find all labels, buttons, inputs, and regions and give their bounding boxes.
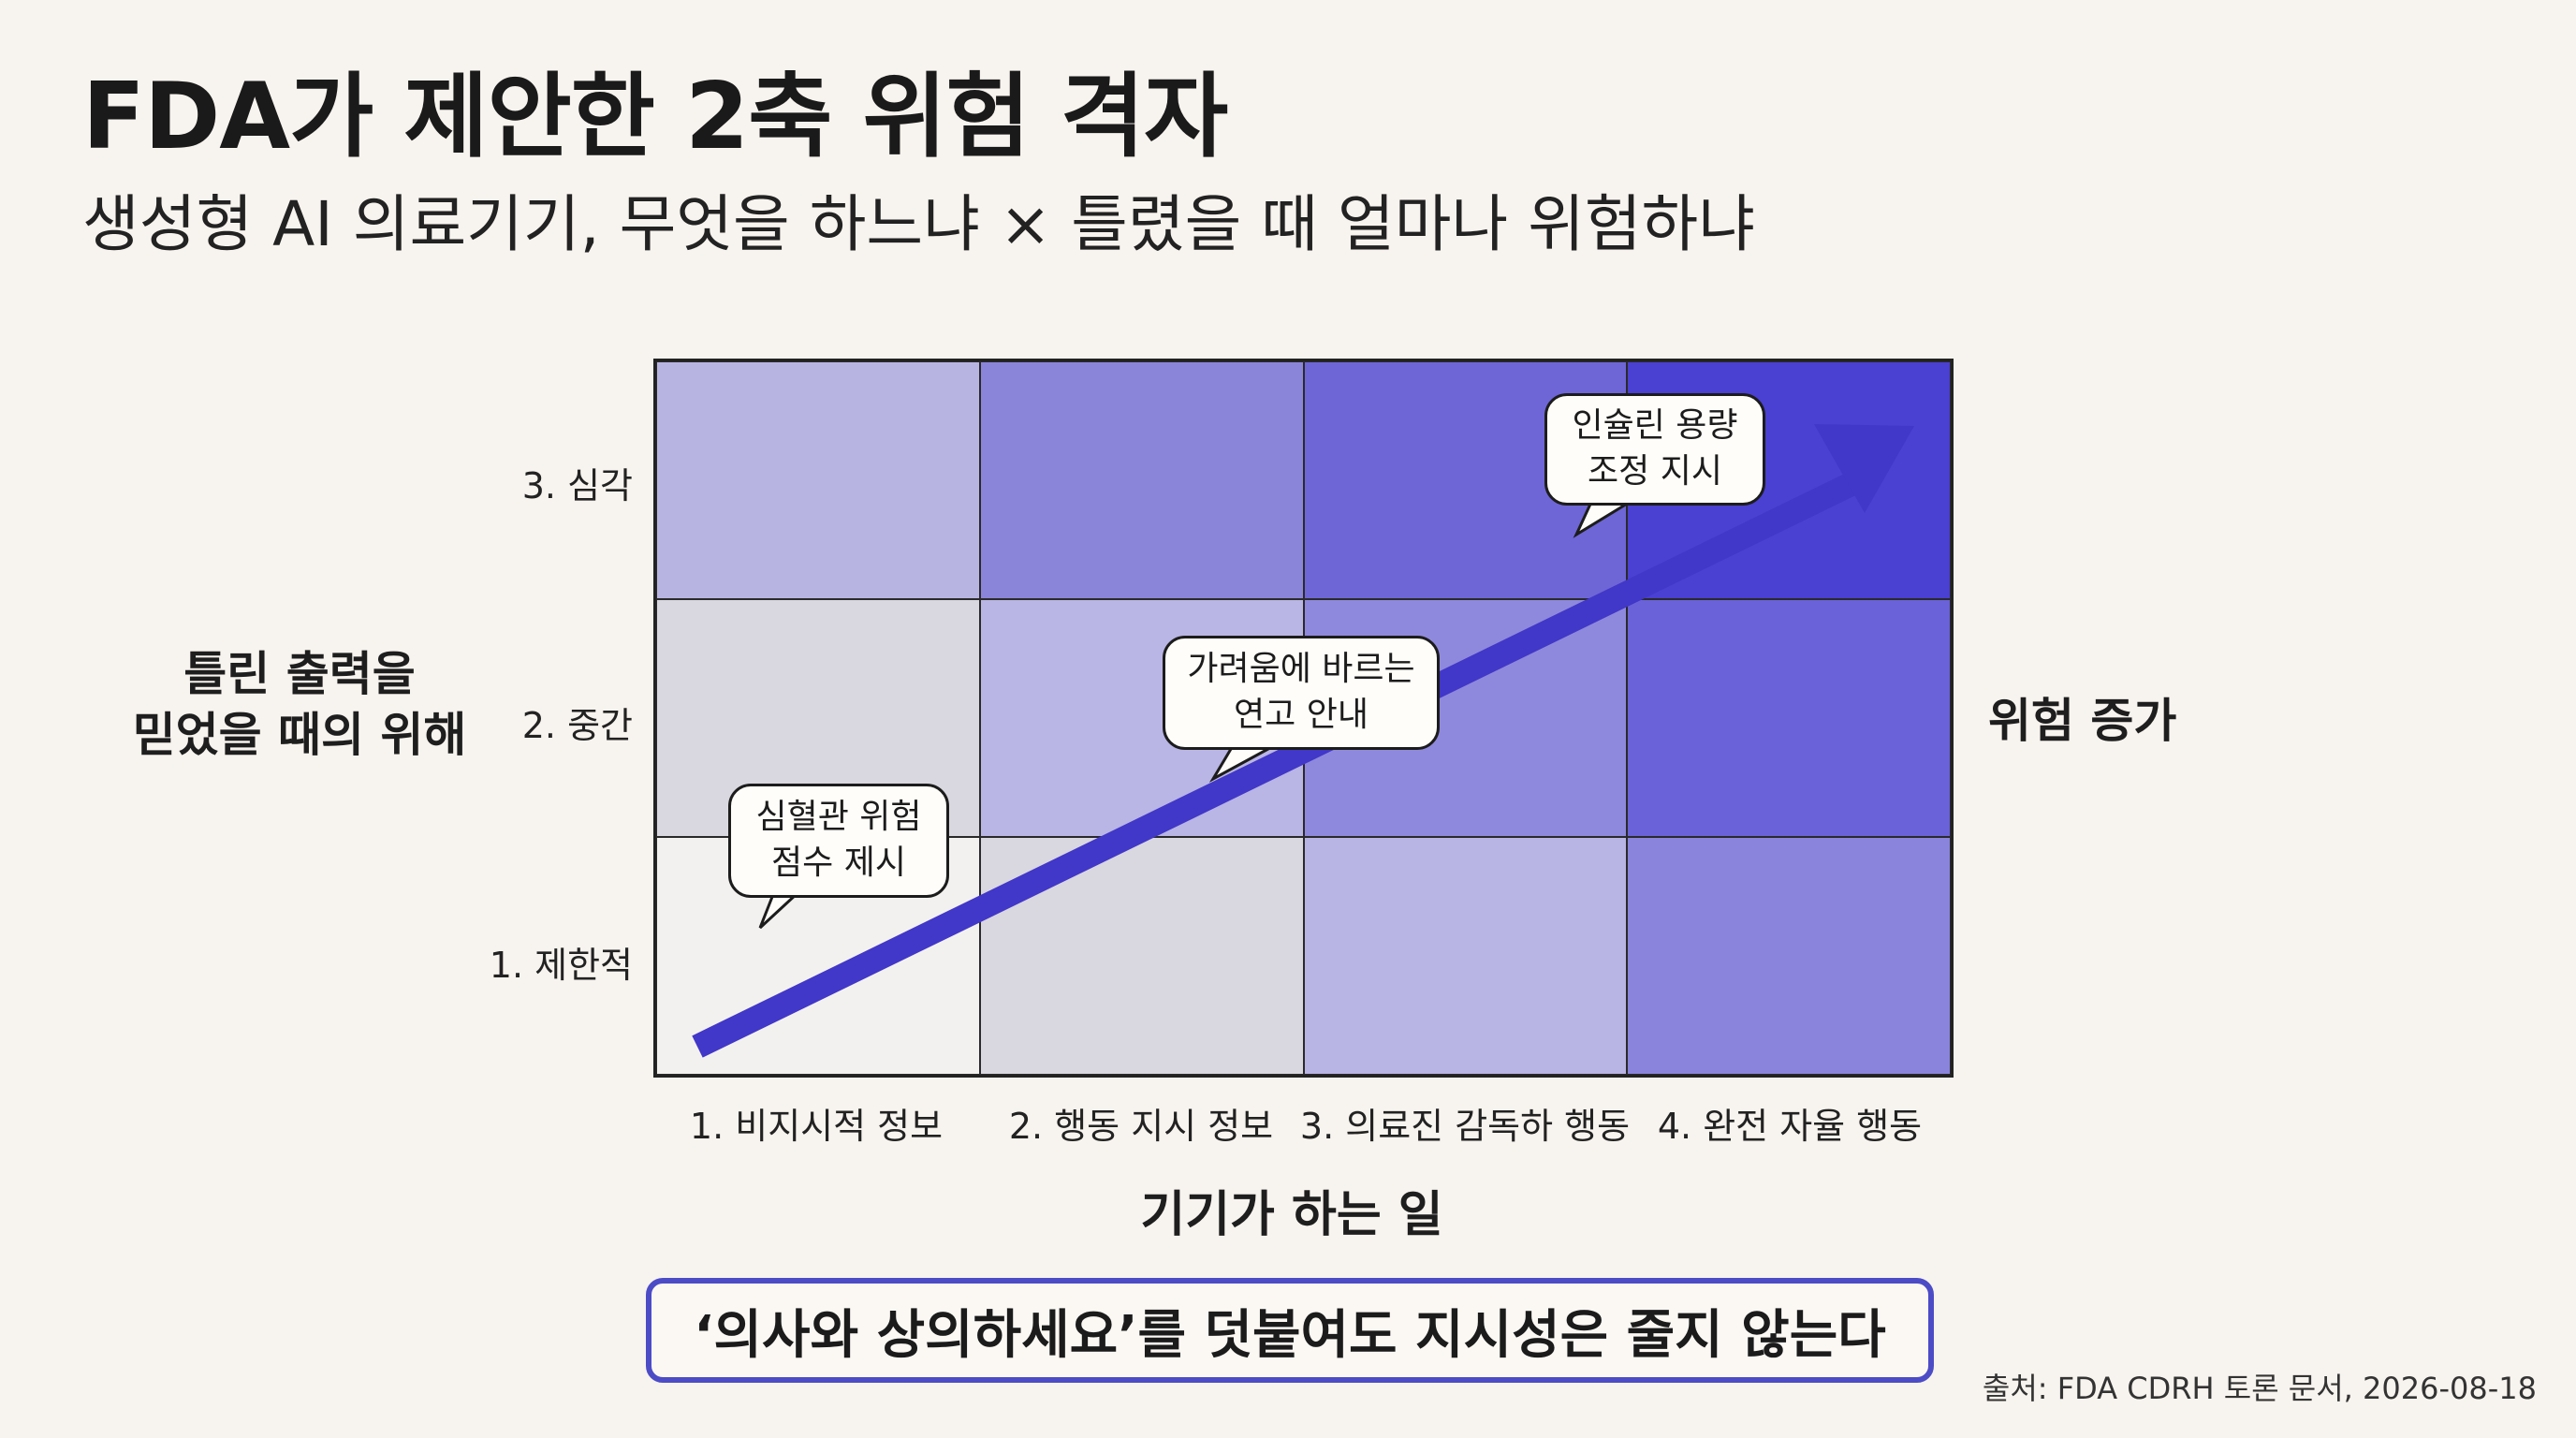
callout-2-line-1: 가려움에 바르는 — [1187, 650, 1415, 689]
callout-1-line-2: 점수 제시 — [771, 844, 906, 882]
callout-3-line-2: 조정 지시 — [1588, 452, 1722, 491]
risk-arrow-shaft — [692, 464, 1874, 1058]
risk-arrow-head — [1814, 424, 1914, 513]
y-tick-limited: 1. 제한적 — [489, 945, 633, 986]
callout-insulin-dose: 인슐린 용량 조정 지시 — [1544, 393, 1765, 506]
grid-cell-r2-c4 — [1627, 599, 1951, 837]
x-tick-nondirective: 1. 비지시적 정보 — [689, 1106, 944, 1147]
x-tick-autonomous: 4. 완전 자율 행동 — [1657, 1106, 1923, 1147]
risk-grid — [653, 359, 1954, 1078]
risk-increase-label: 위험 증가 — [1988, 694, 2177, 748]
callout-3-line-1: 인슐린 용량 — [1572, 406, 1738, 446]
grid-cell-r3-c2 — [979, 361, 1304, 599]
callout-2-line-2: 연고 안내 — [1234, 696, 1368, 734]
y-axis-title-line-1: 틀린 출력을 — [183, 647, 416, 701]
x-tick-supervised: 3. 의료진 감독하 행동 — [1299, 1106, 1631, 1147]
page-subtitle: 생성형 AI 의료기기, 무엇을 하느냐 × 틀렸을 때 얼마나 위험하냐 — [82, 188, 1755, 260]
y-tick-moderate: 2. 중간 — [521, 705, 633, 746]
callout-1-line-1: 심혈관 위험 — [755, 798, 922, 837]
grid-cell-r3-c1 — [656, 361, 980, 599]
y-axis-title-line-2: 믿었을 때의 위해 — [132, 708, 467, 762]
page-title: FDA가 제안한 2축 위험 격자 — [82, 64, 1228, 170]
y-tick-severe: 3. 심각 — [521, 465, 633, 506]
callout-cardio-risk: 심혈관 위험 점수 제시 — [728, 784, 949, 898]
key-takeaway-box: ‘의사와 상의하세요’를 덧붙여도 지시성은 줄지 않는다 — [646, 1278, 1934, 1383]
x-tick-action-info: 2. 행동 지시 정보 — [1008, 1106, 1274, 1147]
key-takeaway-text: ‘의사와 상의하세요’를 덧붙여도 지시성은 줄지 않는다 — [694, 1304, 1886, 1366]
grid-cell-r1-c3 — [1303, 837, 1628, 1075]
callout-itch-ointment: 가려움에 바르는 연고 안내 — [1163, 636, 1440, 750]
source-citation: 출처: FDA CDRH 토론 문서, 2026-08-18 — [1982, 1371, 2537, 1406]
grid-cell-r1-c4 — [1627, 837, 1951, 1075]
y-axis-title: 틀린 출력을 믿었을 때의 위해 — [112, 644, 487, 766]
x-axis-title: 기기가 하는 일 — [1140, 1187, 1443, 1243]
